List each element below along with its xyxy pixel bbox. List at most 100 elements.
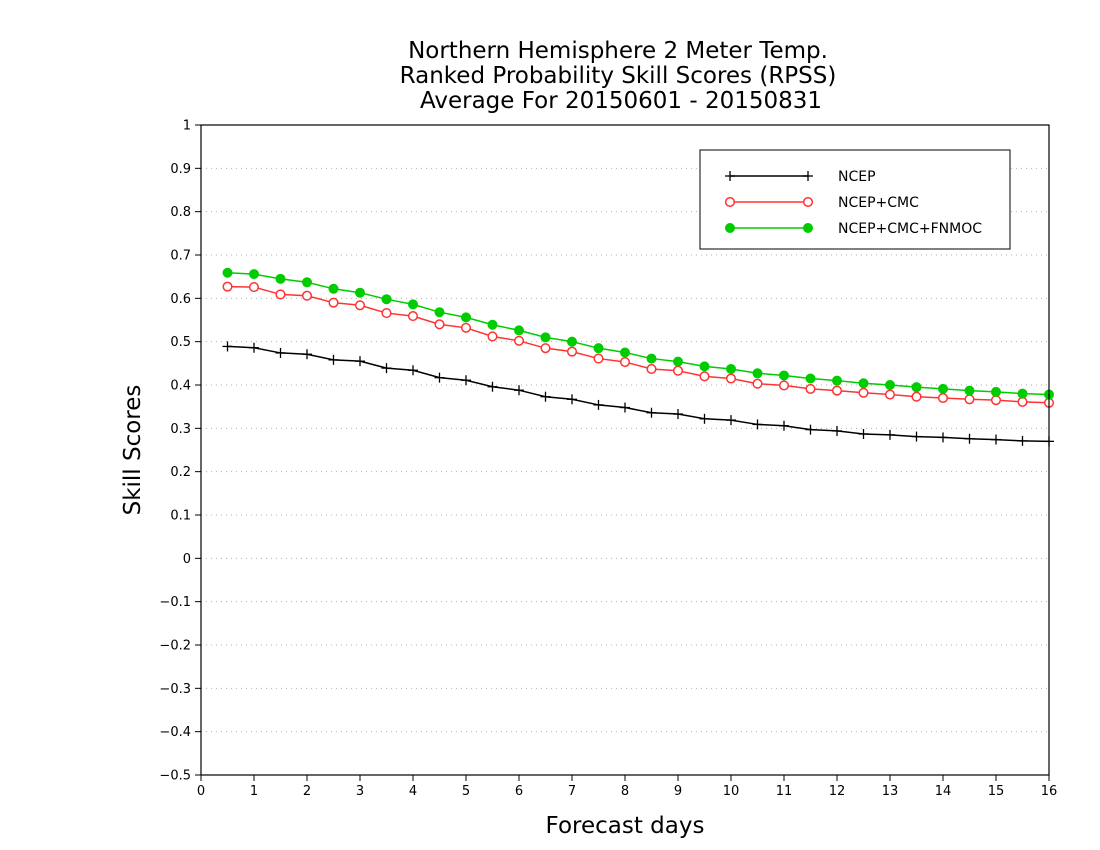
data-point [964, 394, 975, 405]
data-point [832, 425, 842, 436]
data-point [354, 300, 366, 311]
x-tick-label: 16 [1041, 784, 1058, 799]
data-point [832, 375, 842, 386]
x-tick-label: 1 [250, 784, 258, 799]
data-point [381, 308, 392, 319]
data-point [991, 386, 1001, 397]
data-point [222, 281, 233, 292]
data-point [620, 347, 630, 358]
legend-label: NCEP [838, 169, 876, 185]
data-point [567, 336, 577, 347]
data-point [434, 372, 445, 383]
data-point [487, 331, 498, 342]
data-point [885, 380, 895, 390]
x-tick-label: 4 [409, 784, 417, 799]
x-tick-label: 3 [356, 784, 364, 799]
data-point [249, 342, 259, 353]
y-tick-label: 1 [183, 119, 191, 134]
y-tick-label: 0.5 [170, 335, 191, 350]
data-point [302, 349, 312, 360]
y-tick-label: 0.2 [170, 465, 191, 480]
data-point [248, 282, 260, 293]
y-tick-label: 0.1 [170, 509, 191, 524]
data-point [487, 319, 498, 330]
data-point [222, 341, 233, 352]
legend-entry: NCEP+CMC [724, 195, 919, 211]
y-tick-label: −0.5 [159, 769, 191, 784]
data-point [831, 385, 843, 396]
data-point [646, 353, 657, 364]
data-point [434, 319, 445, 330]
data-point [779, 370, 789, 381]
data-point [699, 413, 710, 424]
data-point [778, 380, 790, 391]
data-point [275, 289, 286, 300]
data-point [646, 407, 657, 418]
y-tick-label: −0.2 [159, 639, 191, 654]
data-point [964, 433, 975, 444]
data-point [673, 356, 683, 367]
chart-title: Northern Hemisphere 2 Meter Temp. Ranked… [400, 38, 837, 114]
data-point [461, 312, 471, 323]
data-point [408, 365, 418, 376]
series-ncep [222, 341, 1054, 447]
data-point [514, 385, 524, 396]
y-axis-ticks: −0.5 −0.4 −0.3 −0.2 −0.1 0 0.1 0.2 0.3 0.4 0.5 0.6 0… [159, 119, 201, 784]
data-point [911, 382, 922, 393]
x-axis-ticks: 0 1 2 3 4 5 6 7 8 9 10 11 12 13 14 15 16 [197, 775, 1057, 799]
data-point [699, 371, 710, 382]
chart-title-line-2: Ranked Probability Skill Scores (RPSS) [400, 63, 837, 89]
data-point [1017, 396, 1028, 407]
x-tick-label: 10 [723, 784, 740, 799]
data-point [355, 287, 365, 298]
data-point [434, 307, 445, 318]
data-point [858, 387, 869, 398]
data-point [805, 383, 816, 394]
x-tick-label: 6 [515, 784, 523, 799]
data-point [301, 290, 313, 301]
data-point [725, 373, 737, 384]
data-point [938, 432, 948, 443]
x-tick-label: 0 [197, 784, 205, 799]
legend-box [699, 149, 1011, 250]
legend-entry: NCEP [725, 169, 876, 185]
legend-marker [802, 196, 814, 208]
data-point [937, 392, 949, 404]
data-point [858, 428, 869, 439]
data-point [726, 363, 736, 374]
data-point [620, 402, 630, 413]
legend-label: NCEP+CMC+FNMOC [838, 221, 982, 237]
legend-marker [725, 171, 735, 181]
data-point [302, 277, 312, 288]
legend: NCEP NCEP+CMC NCEP+CMC+FNMOC [699, 149, 1011, 250]
data-point [858, 378, 869, 389]
data-point [487, 381, 498, 392]
data-point [355, 356, 365, 367]
data-point [381, 363, 392, 374]
data-point [752, 419, 763, 430]
data-point [408, 299, 418, 310]
y-tick-label: 0.7 [170, 249, 191, 264]
data-point [964, 385, 975, 396]
data-point [1017, 435, 1028, 446]
x-axis-label: Forecast days [546, 813, 705, 839]
y-tick-label: 0.3 [170, 422, 191, 437]
data-point [699, 361, 710, 372]
series-line [227, 272, 1050, 396]
x-tick-label: 13 [882, 784, 899, 799]
series-line [227, 285, 1050, 404]
x-tick-label: 9 [674, 784, 682, 799]
data-point [938, 383, 948, 394]
x-tick-label: 15 [988, 784, 1005, 799]
data-point [328, 283, 339, 294]
chart-title-line-3: Average For 20150601 - 20150831 [420, 88, 822, 114]
data-point [884, 389, 896, 400]
legend-label: NCEP+CMC [838, 195, 919, 211]
data-point [593, 399, 604, 410]
x-tick-label: 14 [935, 784, 952, 799]
data-point [275, 273, 286, 284]
series-ncep-cmc-fnmoc [222, 267, 1054, 400]
y-tick-label: 0 [183, 552, 191, 567]
